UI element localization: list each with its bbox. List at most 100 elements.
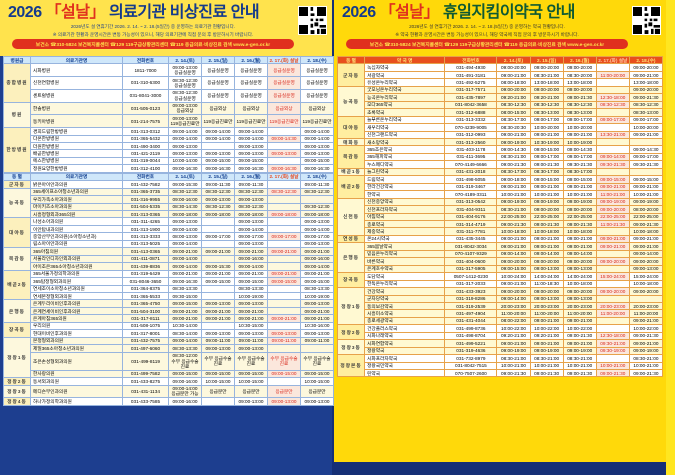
hours-cell-seollal [267,195,301,204]
hours-cell: 08:30-12:30 [529,100,564,110]
phone-number: 031-498-8704 [444,331,498,341]
hours-cell: 09:00-21:00 [496,182,531,192]
district-label: 대야동 [3,217,31,249]
hours-cell: 09:00-13:00 [201,329,235,338]
table-row: 동의보감약국 031-319-2539 20:00-23:00 20:00-23:00… [338,301,664,311]
hours-cell: 10:00-22:00 [529,324,564,333]
hours-cell: 09:00-20:00 [529,257,564,266]
hours-cell: 08:30-14:00 [168,329,202,338]
table-row: 신천동 신천중앙약국 031-313-0542 09:00-19:00 09:00-19… [336,197,664,236]
phone-number: 031-313-3332 [444,115,498,125]
facility-name: 바른약국 [364,257,446,266]
facility-name: 이안탑내과의원 [30,224,123,234]
hours-cell: 09:00-18:00 [201,209,235,219]
medical-notice-panel: 2026 「설날」 의료기관 비상진료 안내 2026년도 설 연휴기간 202… [0,0,334,475]
hours-cell: 09:00-13:00 [234,217,268,226]
phone-number: 031-732-8979 [444,354,498,363]
hours-cell: 09:00-13:00 [234,141,268,151]
table-row: 배곧2동 365서울가정의학과의원 031-319-6429 09:00-21:00 0… [3,269,334,301]
hours-cell: 09:00-20:00 [562,85,597,95]
right-header: 2026 「설날」 휴일지킴이약국 안내 2026년도 설 연휴기간 2026.… [334,0,666,56]
hours-cell: 09:00-16:30 [168,277,202,286]
facility-name: 온24시약국 [364,234,446,244]
table-row: 연성동 온24시약국 031-435-3445 09:00-21:00 09:00-21… [336,234,664,244]
hours-cell: 08:30-13:30 [300,284,334,294]
hours-cell-seollal: 응급실운영 [267,88,301,103]
hours-cell: 10:30-19:00 [529,137,564,147]
hours-cell: 09:00-16:00 [234,254,268,264]
hours-cell: 10:00-18:00 [496,227,531,236]
facility-name: 본정형외과의원 [30,336,123,346]
hours-cell: 08:30-17:00 [496,167,531,177]
left-subtitle-1: 2026년도 설 연휴기간 2026. 2. 14. ~ 2. 18.(5일간)… [70,23,236,29]
hours-cell: 10:00-15:00 [234,377,268,386]
hours-cell: 응급분만 [234,384,268,399]
hours-cell: 09:00-13:00 [562,264,597,274]
table-row: 제중약국 031-311-7781 10:00-18:00 10:00-18:00 10… [338,227,664,236]
hours-cell: 09:00-15:00 [201,277,235,286]
hours-cell: 09:00-21:00 [234,306,268,316]
table-row: 아침약국 031-404-9176 22:00-25:00 22:00-25:00 22… [338,212,664,222]
page-edge-strip [666,0,675,475]
hours-cell: 09:00-21:30 [562,368,597,378]
phone-number: 031-499-8119 [122,351,169,371]
hours-cell: 09:00-20:00 [496,85,531,95]
hours-cell: 09:00-21:00 [529,182,564,192]
phone-number: 031-312-6888 [444,108,498,117]
district-label: 매화동 [336,137,366,147]
table-row: 목감동 365아침의원 031-413-0365 09:00-21:00 09:00-2… [3,247,334,271]
hours-cell: 08:30-17:00 [496,115,531,125]
table-row: 새우리약국 070-4239-9005 08:30-20:30 10:00-20:00… [338,123,664,132]
table-row: 장곡동 우리의원 031-508-1075 10:30-14:00 10:30-15:0… [3,321,334,338]
facility-name: 우리가족소아과의원 [30,195,123,204]
right-title-seollal: 「설날」 [379,4,440,21]
hours-cell: 10:00-19:00 [562,137,597,147]
hours-cell: 119응급진료만 [300,114,334,129]
column-header: 의료기관명 [30,172,123,182]
hours-cell: 09:00-21:30 [496,219,531,229]
phone-number: 031-365-3735 [122,187,169,197]
hours-cell: 09:00-13:00 [201,195,235,204]
hours-cell: 09:00-14:00 응급분만 가능 [168,384,202,399]
hours-cell: 08:30-12:30 [628,100,664,110]
column-header: 전화번호 [444,55,498,65]
hours-cell: 10:00-20:00 [529,123,564,132]
hours-cell: 09:00-16:00 [168,377,202,386]
hours-cell: 09:00-16:00 [168,195,202,204]
facility-name: 굿모닝온누리약국 [364,85,446,95]
right-title: 2026 「설날」 휴일지킴이약국 안내 [342,4,632,22]
hours-cell: 22:00-25:00 [628,212,664,222]
district-label: 신천동 [336,197,366,236]
facility-name: 아침약국 [364,212,446,222]
hours-cell [201,321,235,331]
hours-cell: 20:00-23:00 [496,301,531,311]
phone-number: 031-319-2539 [444,301,498,311]
phone-number: 031-364-8375 [122,284,169,294]
facility-name: 동키아병원 [30,114,123,129]
phone-number: 031-311-7781 [444,227,498,236]
phone-number: 031-404-9176 [444,212,498,222]
hours-cell: 08:30-12:30 [234,202,268,212]
hours-cell: 09:00-16:30 [234,164,268,173]
hours-cell: 08:30-12:30 [562,100,597,110]
facility-name: 모다365약국 [364,100,446,110]
hours-cell-seollal: 09:00-19:00 [595,197,630,207]
left-title-seollal: 「설날」 [45,4,106,21]
hours-cell [201,141,235,151]
hours-cell-seollal [267,262,301,271]
hours-cell: 09:00-21:00 [234,314,268,323]
hours-cell: 09:00-14:00 [201,127,235,136]
facility-name: 시화나래약국 [364,331,446,341]
hours-cell-seollal: 119응급진료만 [267,114,301,129]
hours-cell: 20:00-23:00 [562,301,597,311]
hours-cell: 09:00-13:00 [234,329,268,338]
hours-cell: 09:00-21:00 [168,247,202,256]
hours-cell-seollal: 11:00-20:00 [595,309,630,318]
hours-cell: 09:20-21:00 [529,331,564,341]
hours-cell-seollal [267,141,301,151]
district-label: 정왕2동 [336,324,366,341]
hours-cell: 09:00-19:00 [496,346,531,356]
phone-number: 031-319-4636 [444,346,498,356]
table-row: 시흥정형외과365의원 031-313-0365 09:00-18:00 09:00-… [4,209,334,219]
hours-cell: 09:00-14:30 [628,145,664,154]
